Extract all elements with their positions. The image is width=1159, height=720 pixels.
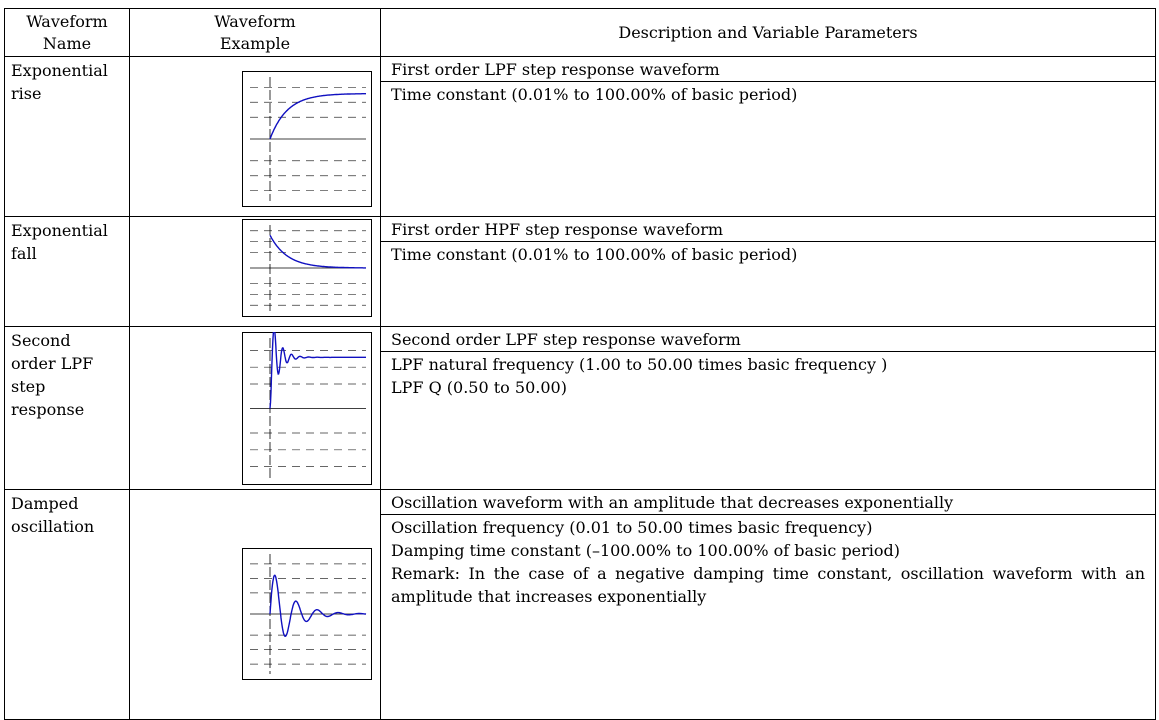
parameter: Oscillation frequency (0.01 to 50.00 tim… — [391, 518, 873, 537]
description: First order LPF step response waveform — [391, 60, 720, 79]
parameter: LPF natural frequency (1.00 to 50.00 tim… — [391, 355, 888, 374]
table-row: Exponential rise First order LPF step resp… — [4, 56, 1156, 217]
icon-curve — [269, 234, 366, 269]
example-cell — [129, 326, 381, 490]
description-cell: First order HPF step response waveform Ti… — [380, 216, 1156, 327]
waveform-icon — [242, 219, 372, 317]
example-cell — [129, 216, 381, 327]
waveform-icon — [242, 332, 372, 485]
parameters: Oscillation frequency (0.01 to 50.00 tim… — [381, 514, 1155, 608]
table-body: Exponential rise First order LPF step resp… — [4, 56, 1156, 720]
name-cell: Second order LPF step response — [4, 326, 130, 490]
name-line: fall — [11, 244, 37, 263]
parameter: LPF Q (0.50 to 50.00) — [391, 378, 567, 397]
waveform-table: Waveform Name Waveform Example Description… — [4, 8, 1156, 720]
name-line: Exponential — [11, 221, 108, 240]
parameter: Remark: In the case of a negative dampin… — [391, 564, 1145, 606]
example-cell — [129, 56, 381, 217]
parameters: LPF natural frequency (1.00 to 50.00 tim… — [381, 351, 1155, 399]
parameter: Time constant (0.01% to 100.00% of basic… — [391, 245, 798, 264]
description: First order HPF step response waveform — [391, 220, 724, 239]
name-cell: Exponential rise — [4, 56, 130, 217]
waveform-icon — [242, 548, 372, 680]
parameters: Time constant (0.01% to 100.00% of basic… — [381, 81, 1155, 106]
description: Second order LPF step response waveform — [391, 330, 741, 349]
parameters: Time constant (0.01% to 100.00% of basic… — [381, 241, 1155, 266]
header-row: Waveform Name Waveform Example Description… — [4, 8, 1156, 57]
table-row: Exponential fall First order HPF step resp… — [4, 216, 1156, 327]
name-line: step — [11, 377, 46, 396]
header-line: Waveform — [214, 11, 296, 31]
description-cell: Oscillation waveform with an amplitude t… — [380, 489, 1156, 720]
header-cell: Waveform Name — [4, 8, 130, 57]
description-cell: Second order LPF step response waveform L… — [380, 326, 1156, 490]
name-line: order LPF — [11, 354, 94, 373]
name-line: response — [11, 400, 85, 419]
icon-curve — [269, 574, 367, 638]
description: Oscillation waveform with an amplitude t… — [391, 493, 954, 512]
name-line: oscillation — [11, 517, 95, 536]
header-line: Name — [42, 33, 92, 53]
name-cell: Damped oscillation — [4, 489, 130, 720]
icon-curve — [269, 332, 366, 409]
example-cell — [129, 489, 381, 720]
header-line: Waveform — [26, 11, 108, 31]
parameter: Damping time constant (–100.00% to 100.0… — [391, 541, 901, 560]
waveform-icon — [242, 71, 372, 207]
header-line: Example — [219, 33, 291, 53]
name-line: rise — [11, 84, 42, 103]
icon-curve — [269, 93, 366, 140]
parameter: Time constant (0.01% to 100.00% of basic… — [391, 85, 798, 104]
description-cell: First order LPF step response waveform Ti… — [380, 56, 1156, 217]
name-line: Damped — [11, 494, 79, 513]
header-cell: Description and Variable Parameters — [380, 8, 1156, 57]
name-line: Second — [11, 331, 71, 350]
header-cell: Waveform Example — [129, 8, 381, 57]
name-line: Exponential — [11, 61, 108, 80]
table-row: Second order LPF step response Second order … — [4, 326, 1156, 490]
name-cell: Exponential fall — [4, 216, 130, 327]
table-row: Damped oscillation Oscillation waveform wi… — [4, 489, 1156, 720]
